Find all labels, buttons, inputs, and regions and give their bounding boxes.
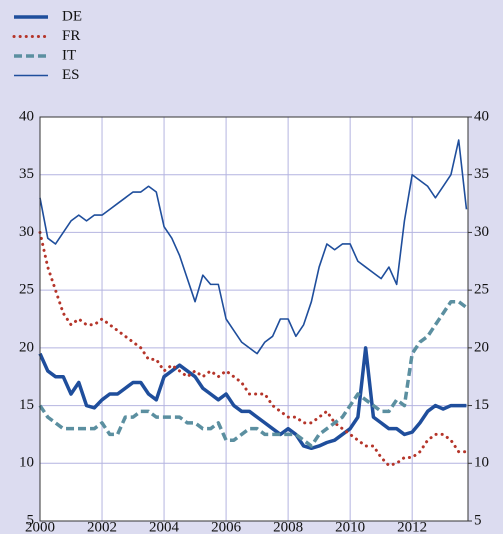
y-tick-label: 25: [19, 282, 34, 298]
y2-tick-label: 5: [474, 512, 482, 528]
y2-tick-label: 30: [474, 224, 489, 240]
series-line: [38, 346, 467, 451]
legend-label: ES: [62, 67, 80, 83]
legend-label: FR: [62, 28, 80, 44]
y2-tick-label: 40: [474, 108, 489, 124]
y2-tick-label: 25: [474, 282, 489, 298]
plot-area: [40, 117, 468, 521]
y-tick-label: 5: [27, 512, 35, 528]
y-tick-label: 15: [19, 397, 34, 413]
x-tick-label: 2000: [25, 519, 55, 534]
x-tick-label: 2010: [335, 519, 365, 534]
legend-label: DE: [62, 8, 82, 24]
y-tick-label: 30: [19, 224, 34, 240]
series-line: [39, 139, 468, 355]
x-tick-label: 2012: [397, 519, 427, 534]
y2-tick-label: 20: [474, 339, 489, 355]
x-tick-label: 2006: [211, 519, 242, 534]
y-tick-label: 40: [19, 108, 34, 124]
legend-label: IT: [62, 47, 76, 63]
x-tick-label: 2002: [87, 519, 117, 534]
x-tick-label: 2008: [273, 519, 303, 534]
y2-tick-label: 10: [474, 455, 489, 471]
x-tick-label: 2004: [149, 519, 180, 534]
series-line: [38, 230, 468, 468]
series-line: [38, 299, 468, 448]
y-tick-label: 20: [19, 339, 34, 355]
lines: [38, 139, 468, 468]
y-tick-label: 35: [19, 166, 34, 182]
labels: 5 10 15 20 25 30 35 40 5 10 15 20 25 30 35 40 2000 2002 20…: [12, 8, 489, 534]
y-tick-label: 10: [19, 455, 34, 471]
y2-tick-label: 35: [474, 166, 489, 182]
plot-border: [39, 116, 469, 522]
y2-tick-label: 15: [474, 397, 489, 413]
